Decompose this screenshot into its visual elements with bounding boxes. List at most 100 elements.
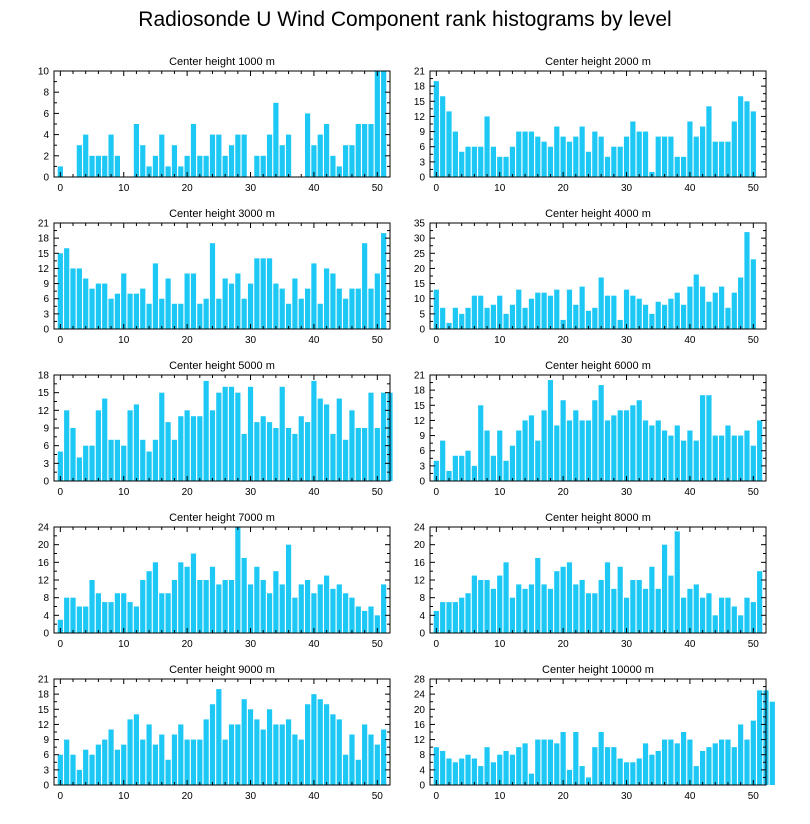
bar bbox=[700, 126, 706, 177]
bar bbox=[140, 580, 146, 633]
bar bbox=[57, 451, 63, 481]
panel-title: Center height 4000 m bbox=[545, 208, 651, 220]
bar bbox=[446, 470, 452, 481]
bar bbox=[554, 289, 560, 329]
bar bbox=[680, 440, 687, 481]
bar bbox=[324, 404, 330, 481]
y-tick-label: 2 bbox=[43, 151, 49, 162]
bar bbox=[127, 410, 133, 481]
bar bbox=[159, 298, 165, 329]
bar bbox=[273, 102, 279, 177]
bar bbox=[292, 734, 298, 785]
bar bbox=[330, 433, 336, 481]
bar bbox=[700, 597, 706, 633]
x-tick-label: 40 bbox=[684, 791, 696, 802]
y-tick-label: 12 bbox=[38, 720, 50, 731]
bar bbox=[465, 754, 471, 785]
bar bbox=[228, 145, 235, 177]
x-tick-label: 40 bbox=[308, 791, 320, 802]
y-tick-label: 20 bbox=[414, 705, 426, 716]
bar bbox=[712, 743, 718, 785]
bar bbox=[465, 146, 471, 177]
bar bbox=[114, 439, 120, 481]
bar bbox=[127, 719, 133, 785]
bar bbox=[471, 758, 477, 785]
bar bbox=[440, 96, 446, 177]
y-tick-label: 9 bbox=[43, 424, 49, 435]
bar bbox=[178, 303, 184, 329]
bar bbox=[374, 71, 380, 177]
bar bbox=[478, 580, 484, 633]
bar bbox=[140, 439, 146, 481]
bar bbox=[528, 773, 535, 785]
bar bbox=[209, 410, 216, 481]
bar bbox=[668, 575, 674, 633]
bar bbox=[617, 566, 623, 633]
bar bbox=[311, 380, 317, 481]
y-tick-label: 8 bbox=[419, 750, 425, 761]
bar bbox=[317, 699, 323, 785]
bar bbox=[490, 455, 496, 481]
bar bbox=[566, 562, 573, 633]
bar bbox=[95, 155, 101, 177]
y-tick-label: 0 bbox=[43, 477, 49, 488]
y-tick-label: 12 bbox=[414, 416, 426, 427]
bar bbox=[522, 743, 528, 785]
bar bbox=[64, 410, 70, 481]
bar bbox=[522, 588, 528, 633]
bar bbox=[452, 307, 458, 329]
x-tick-label: 40 bbox=[684, 183, 696, 194]
bar bbox=[133, 124, 140, 177]
x-tick-label: 20 bbox=[182, 791, 194, 802]
bar bbox=[184, 273, 190, 329]
y-tick-label: 9 bbox=[419, 127, 425, 138]
bar bbox=[528, 415, 535, 481]
x-tick-label: 10 bbox=[494, 487, 506, 498]
bar bbox=[516, 131, 522, 177]
bar bbox=[222, 580, 228, 633]
bar bbox=[509, 754, 516, 785]
bar bbox=[146, 724, 152, 785]
bar bbox=[655, 750, 661, 785]
bar bbox=[178, 166, 184, 177]
bar bbox=[725, 739, 731, 785]
bar bbox=[719, 286, 725, 329]
bar bbox=[693, 440, 699, 481]
bar bbox=[241, 557, 247, 633]
bar bbox=[203, 719, 209, 785]
bar bbox=[95, 283, 101, 329]
x-tick-label: 30 bbox=[245, 335, 257, 346]
bar bbox=[668, 136, 674, 177]
panel-3: Center height 3000 m 0 3 6 9 12 15 18 21 0 10 20 30 4… bbox=[38, 208, 391, 346]
x-tick-label: 50 bbox=[748, 639, 760, 650]
bar bbox=[560, 400, 566, 481]
bar bbox=[355, 428, 361, 481]
bar bbox=[528, 584, 535, 633]
bar bbox=[731, 435, 737, 481]
bar bbox=[680, 156, 687, 177]
bar bbox=[503, 156, 509, 177]
bar bbox=[349, 288, 355, 329]
y-tick-label: 21 bbox=[414, 371, 426, 382]
bar bbox=[273, 724, 279, 785]
bar bbox=[535, 557, 541, 633]
bar bbox=[133, 606, 140, 633]
bar bbox=[298, 584, 304, 633]
bar bbox=[165, 422, 171, 481]
bar bbox=[228, 283, 235, 329]
bar bbox=[216, 392, 222, 481]
bar bbox=[516, 584, 522, 633]
y-tick-label: 15 bbox=[38, 388, 50, 399]
bar bbox=[687, 739, 693, 785]
y-tick-label: 24 bbox=[414, 523, 426, 534]
bar bbox=[57, 754, 63, 785]
y-tick-label: 16 bbox=[414, 558, 426, 569]
x-tick-label: 10 bbox=[494, 183, 506, 194]
bar bbox=[83, 134, 89, 177]
bar bbox=[623, 410, 630, 481]
bar bbox=[516, 289, 522, 329]
bar bbox=[108, 602, 114, 633]
bar bbox=[298, 298, 304, 329]
bar bbox=[471, 465, 477, 481]
bar bbox=[133, 404, 140, 481]
